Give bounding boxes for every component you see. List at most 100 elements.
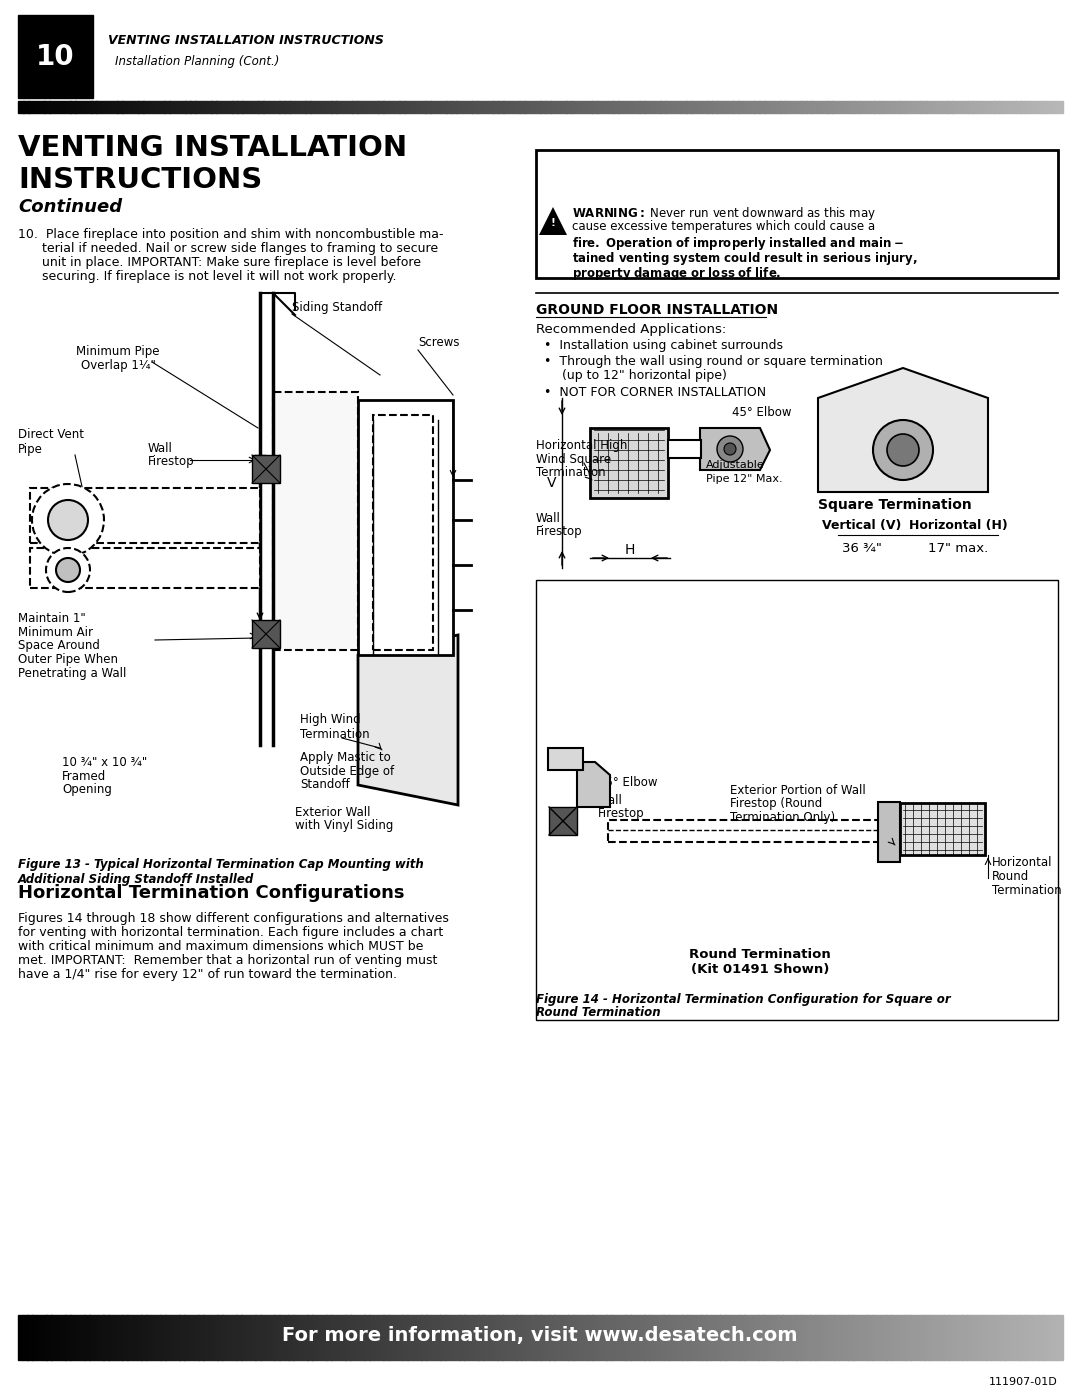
- Bar: [686, 101, 692, 113]
- Text: Adjustable: Adjustable: [706, 460, 765, 469]
- Bar: [450, 1315, 455, 1361]
- Bar: [86, 101, 92, 113]
- Bar: [953, 1315, 958, 1361]
- Text: with Vinyl Siding: with Vinyl Siding: [295, 820, 393, 833]
- Bar: [213, 1315, 218, 1361]
- Bar: [295, 101, 300, 113]
- Bar: [701, 1315, 706, 1361]
- Text: Penetrating a Wall: Penetrating a Wall: [18, 668, 126, 680]
- Bar: [728, 101, 733, 113]
- Bar: [564, 1315, 569, 1361]
- Bar: [247, 101, 254, 113]
- Bar: [934, 1315, 940, 1361]
- Bar: [1026, 101, 1031, 113]
- Bar: [896, 1315, 901, 1361]
- Bar: [590, 427, 669, 497]
- Bar: [1056, 101, 1063, 113]
- Text: Figures 14 through 18 show different configurations and alternatives: Figures 14 through 18 show different con…: [18, 912, 449, 925]
- Bar: [24, 101, 29, 113]
- Bar: [37, 1315, 42, 1361]
- Bar: [441, 1315, 446, 1361]
- Bar: [507, 1315, 512, 1361]
- Bar: [340, 1315, 346, 1361]
- Bar: [274, 101, 280, 113]
- Text: High Wind: High Wind: [300, 714, 361, 726]
- Text: VENTING INSTALLATION: VENTING INSTALLATION: [18, 134, 407, 162]
- Bar: [264, 101, 269, 113]
- Bar: [514, 101, 519, 113]
- Bar: [190, 101, 195, 113]
- Text: Minimum Pipe: Minimum Pipe: [77, 345, 160, 359]
- Bar: [472, 101, 477, 113]
- Bar: [315, 101, 321, 113]
- Bar: [341, 101, 348, 113]
- Bar: [352, 101, 357, 113]
- Bar: [512, 1315, 516, 1361]
- Bar: [931, 101, 937, 113]
- Bar: [1029, 1315, 1034, 1361]
- Bar: [241, 1315, 246, 1361]
- Bar: [677, 1315, 683, 1361]
- Bar: [302, 1315, 308, 1361]
- Bar: [739, 101, 744, 113]
- Text: Installation Planning (Cont.): Installation Planning (Cont.): [114, 56, 280, 68]
- Bar: [310, 101, 316, 113]
- Bar: [104, 1315, 109, 1361]
- Bar: [947, 101, 953, 113]
- Bar: [629, 101, 634, 113]
- Bar: [943, 1315, 948, 1361]
- Bar: [524, 101, 530, 113]
- Bar: [801, 101, 807, 113]
- Bar: [332, 1315, 337, 1361]
- Bar: [175, 101, 180, 113]
- Bar: [976, 1315, 982, 1361]
- Bar: [336, 1315, 341, 1361]
- Bar: [680, 101, 687, 113]
- Bar: [32, 1315, 38, 1361]
- Bar: [578, 1315, 583, 1361]
- Text: Siding Standoff: Siding Standoff: [292, 302, 382, 314]
- Bar: [743, 101, 750, 113]
- Text: with critical minimum and maximum dimensions which MUST be: with critical minimum and maximum dimens…: [18, 940, 423, 953]
- Bar: [457, 101, 462, 113]
- Bar: [65, 101, 70, 113]
- Bar: [217, 1315, 222, 1361]
- Bar: [780, 101, 786, 113]
- Bar: [91, 101, 97, 113]
- Bar: [355, 1315, 360, 1361]
- Bar: [367, 101, 374, 113]
- Bar: [18, 101, 24, 113]
- Bar: [583, 1315, 588, 1361]
- Bar: [521, 1315, 526, 1361]
- Text: Firestop: Firestop: [598, 807, 645, 820]
- Bar: [498, 101, 504, 113]
- Text: Minimum Air: Minimum Air: [18, 626, 93, 638]
- Bar: [885, 101, 890, 113]
- Bar: [165, 1315, 171, 1361]
- Bar: [127, 1315, 133, 1361]
- Bar: [713, 101, 718, 113]
- Bar: [164, 101, 170, 113]
- Text: Pipe 12" Max.: Pipe 12" Max.: [706, 474, 783, 483]
- Bar: [322, 1315, 327, 1361]
- Bar: [122, 101, 129, 113]
- Bar: [189, 1315, 194, 1361]
- Bar: [321, 101, 326, 113]
- Bar: [702, 101, 707, 113]
- Bar: [373, 101, 379, 113]
- Bar: [112, 101, 118, 113]
- Text: Termination: Termination: [536, 467, 606, 479]
- Bar: [151, 1315, 157, 1361]
- Text: Horizontal (H): Horizontal (H): [908, 518, 1008, 531]
- Bar: [473, 1315, 478, 1361]
- Bar: [878, 802, 900, 862]
- Bar: [23, 1315, 28, 1361]
- Bar: [706, 1315, 712, 1361]
- Bar: [833, 101, 838, 113]
- Text: Overlap 1¹⁄₄": Overlap 1¹⁄₄": [81, 359, 156, 373]
- Bar: [772, 1315, 778, 1361]
- Bar: [117, 101, 123, 113]
- Bar: [420, 101, 426, 113]
- Text: $\bf{property\ damage\ or\ loss\ of\ life.}$: $\bf{property\ damage\ or\ loss\ of\ lif…: [572, 265, 781, 282]
- Bar: [597, 101, 603, 113]
